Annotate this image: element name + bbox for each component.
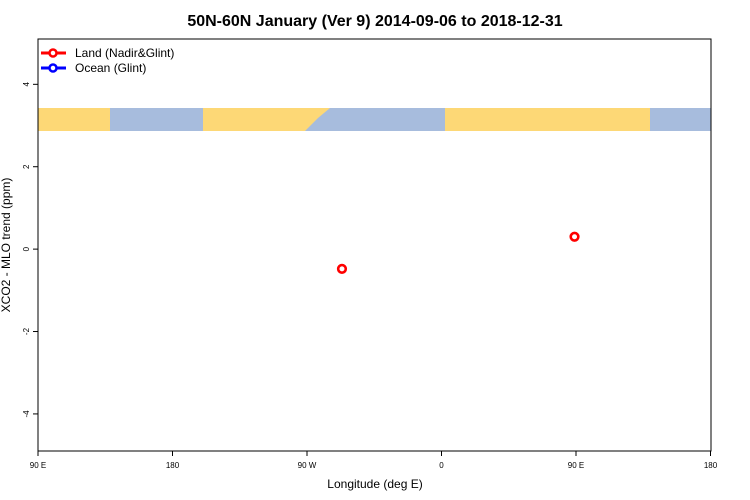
data-point (569, 231, 580, 242)
y-tick-label: -2 (22, 327, 31, 335)
plot-frame (37, 38, 712, 452)
legend-ocean-marker (48, 63, 58, 73)
land-area (38, 108, 110, 131)
x-tick-label: 90 E (30, 461, 46, 470)
land-area (445, 108, 650, 131)
land-area (300, 108, 330, 131)
legend-land-label: Land (Nadir&Glint) (75, 46, 174, 60)
legend-land-marker (48, 48, 58, 58)
ocean-area (700, 108, 711, 131)
legend-ocean-label: Ocean (Glint) (75, 61, 146, 75)
y-tick-label: 2 (22, 164, 31, 169)
x-axis-label: Longitude (deg E) (327, 477, 422, 491)
legend: Land (Nadir&Glint) Ocean (Glint) (41, 46, 174, 75)
x-tick-label: 90 E (568, 461, 584, 470)
map-strip (38, 108, 711, 131)
y-axis-label: XCO2 - MLO trend (ppm) (0, 178, 13, 313)
x-tick-label: 180 (704, 461, 718, 470)
x-tick-label: 180 (166, 461, 180, 470)
land-area (203, 108, 300, 131)
x-tick-label: 0 (439, 461, 444, 470)
x-tick-label: 90 W (298, 461, 317, 470)
y-tick-label: -4 (22, 410, 31, 418)
data-point (336, 263, 348, 274)
y-tick-label: 0 (22, 246, 31, 251)
chart-title: 50N-60N January (Ver 9) 2014-09-06 to 20… (187, 13, 562, 30)
y-tick-label: 4 (22, 82, 31, 87)
